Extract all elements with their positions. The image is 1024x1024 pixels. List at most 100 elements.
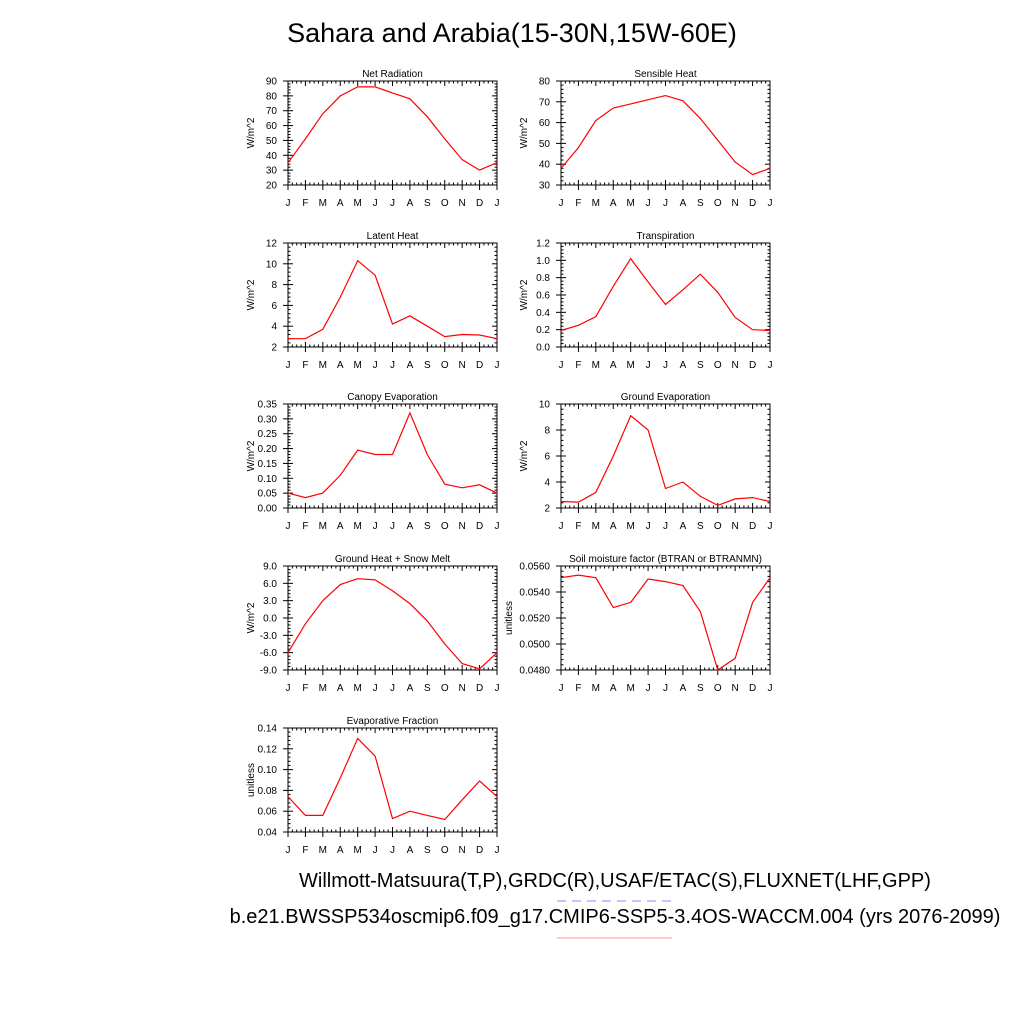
x-tick-label: M	[319, 198, 327, 209]
y-tick-label: 0.8	[536, 273, 550, 284]
y-axis-label: W/m^2	[246, 602, 257, 633]
x-tick-label: J	[390, 360, 395, 371]
x-tick-label: N	[459, 683, 466, 694]
x-tick-label: M	[353, 683, 361, 694]
y-tick-label: 90	[266, 77, 278, 88]
x-tick-label: S	[697, 360, 704, 371]
x-tick-label: J	[495, 360, 500, 371]
y-tick-label: 60	[266, 121, 278, 132]
x-tick-label: J	[768, 360, 773, 371]
y-tick-label: 0.10	[258, 474, 278, 485]
x-tick-label: S	[697, 198, 704, 209]
y-tick-label: 10	[266, 259, 278, 270]
x-tick-label: J	[286, 198, 291, 209]
x-tick-label: F	[575, 683, 581, 694]
series-line	[287, 411, 498, 499]
x-tick-label: J	[768, 198, 773, 209]
x-tick-label: J	[646, 198, 651, 209]
y-axis-label: W/m^2	[519, 117, 530, 148]
y-axis-label: unitless	[246, 763, 257, 797]
y-tick-label: 0.30	[258, 414, 278, 425]
y-tick-label: 80	[266, 91, 278, 102]
x-tick-label: M	[626, 360, 634, 371]
x-tick-label: N	[459, 360, 466, 371]
x-tick-label: J	[373, 521, 378, 532]
y-tick-label: 9.0	[263, 562, 277, 573]
y-axis-label: W/m^2	[246, 279, 257, 310]
y-tick-label: 0.2	[536, 325, 550, 336]
x-tick-label: O	[441, 845, 449, 856]
y-tick-label: 0.08	[258, 786, 278, 797]
x-tick-label: D	[476, 521, 483, 532]
x-tick-label: A	[680, 360, 687, 371]
x-tick-label: J	[390, 521, 395, 532]
x-tick-label: N	[459, 198, 466, 209]
x-tick-label: M	[319, 845, 327, 856]
y-tick-label: -3.0	[260, 631, 278, 642]
x-tick-label: D	[476, 198, 483, 209]
x-tick-label: D	[476, 360, 483, 371]
x-tick-label: A	[680, 683, 687, 694]
x-tick-label: J	[286, 521, 291, 532]
chart-title: Soil moisture factor (BTRAN or BTRANMN)	[569, 554, 762, 565]
x-tick-label: J	[390, 198, 395, 209]
x-tick-label: J	[646, 360, 651, 371]
x-tick-label: J	[373, 198, 378, 209]
x-tick-label: F	[302, 845, 308, 856]
x-tick-label: M	[353, 198, 361, 209]
x-tick-label: J	[286, 360, 291, 371]
x-tick-label: J	[373, 683, 378, 694]
series-line	[288, 259, 498, 340]
x-tick-label: N	[459, 521, 466, 532]
y-tick-label: 0.04	[258, 828, 278, 839]
x-tick-label: J	[390, 845, 395, 856]
y-axis-label: W/m^2	[246, 440, 257, 471]
x-tick-label: D	[749, 683, 756, 694]
x-tick-label: S	[424, 683, 431, 694]
x-tick-label: O	[714, 360, 722, 371]
x-tick-label: D	[749, 198, 756, 209]
y-tick-label: 1.0	[536, 256, 550, 267]
y-tick-label: 2	[271, 343, 277, 354]
y-tick-label: 70	[266, 106, 278, 117]
x-tick-label: M	[319, 683, 327, 694]
x-tick-label: A	[337, 360, 344, 371]
x-tick-label: F	[575, 360, 581, 371]
y-tick-label: 0.06	[258, 807, 278, 818]
x-tick-label: M	[592, 521, 600, 532]
y-tick-label: 12	[266, 239, 278, 250]
x-tick-label: F	[302, 683, 308, 694]
y-tick-label: 6	[271, 301, 277, 312]
x-tick-label: J	[559, 683, 564, 694]
y-tick-label: 40	[539, 160, 551, 171]
x-tick-label: J	[646, 683, 651, 694]
x-tick-label: O	[714, 521, 722, 532]
x-tick-label: J	[559, 198, 564, 209]
x-tick-label: A	[680, 521, 687, 532]
chart-title: Latent Heat	[367, 231, 419, 242]
x-tick-label: A	[407, 360, 414, 371]
x-tick-label: O	[714, 683, 722, 694]
x-tick-label: F	[575, 198, 581, 209]
x-tick-label: J	[646, 521, 651, 532]
y-tick-label: 0.0500	[519, 640, 550, 651]
chart-title: Transpiration	[637, 231, 695, 242]
y-tick-label: 0.00	[258, 504, 278, 515]
x-tick-label: A	[680, 198, 687, 209]
x-tick-label: M	[319, 360, 327, 371]
y-tick-label: 0.0540	[519, 588, 550, 599]
x-tick-label: A	[610, 360, 617, 371]
x-tick-label: J	[390, 683, 395, 694]
chart-title: Ground Heat + Snow Melt	[335, 554, 451, 565]
x-tick-label: A	[610, 683, 617, 694]
x-tick-label: D	[749, 360, 756, 371]
x-tick-label: D	[476, 683, 483, 694]
x-tick-label: J	[495, 845, 500, 856]
x-tick-label: J	[768, 521, 773, 532]
x-tick-label: J	[373, 845, 378, 856]
